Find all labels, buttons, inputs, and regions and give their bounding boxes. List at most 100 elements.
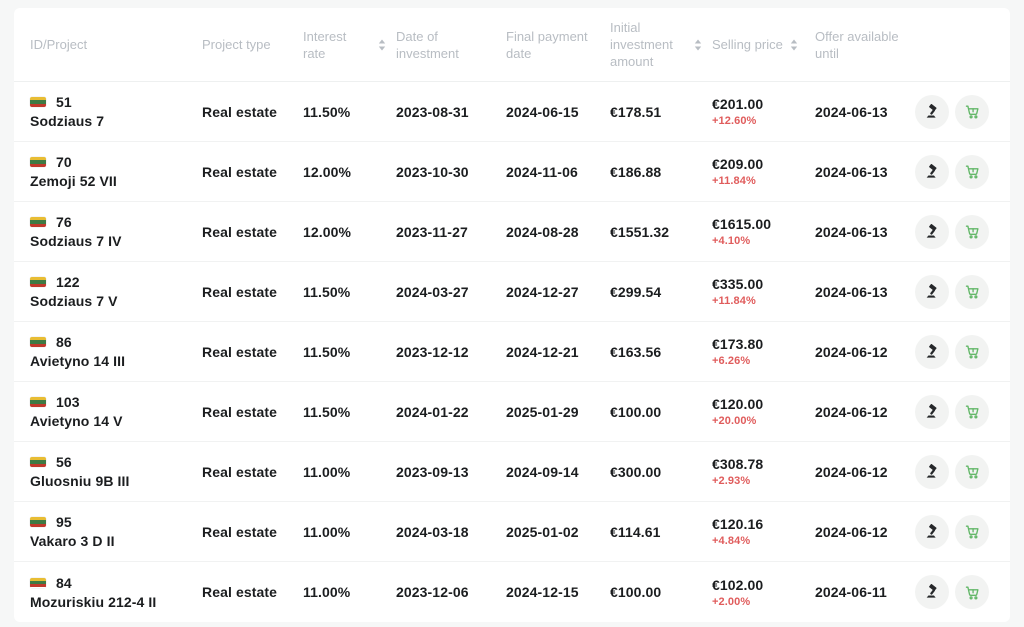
buy-cart-button[interactable] — [955, 154, 989, 189]
selling-price-cell: €308.78 +2.93% — [712, 456, 815, 487]
table-row[interactable]: 70 Zemoji 52 VII Real estate 12.00% 2023… — [14, 142, 1010, 202]
auction-gavel-button[interactable] — [915, 575, 949, 609]
initial-investment-amount: €1551.32 — [610, 223, 670, 240]
project-id: 103 — [56, 394, 80, 410]
buy-cart-button[interactable] — [955, 214, 989, 249]
interest-rate: 12.00% — [303, 163, 352, 180]
project-type: Real estate — [202, 584, 278, 600]
buy-cart-button[interactable] — [955, 514, 989, 549]
table-row[interactable]: 56 Gluosniu 9B III Real estate 11.00% 20… — [14, 442, 1010, 502]
row-actions — [915, 154, 994, 189]
buy-cart-button[interactable] — [955, 394, 989, 429]
row-actions — [915, 575, 994, 609]
auction-gavel-button[interactable] — [915, 514, 949, 549]
column-header-label: Initial investment amount — [610, 20, 673, 69]
offer-available-until: 2024-06-12 — [815, 463, 888, 480]
lithuania-flag-icon — [30, 517, 46, 527]
project-cell: 56 Gluosniu 9B III — [30, 454, 202, 489]
price-change-percent: +11.84% — [712, 175, 756, 187]
offer-available-until: 2024-06-13 — [815, 103, 888, 120]
date-of-investment: 2023-12-06 — [396, 584, 469, 600]
sort-arrows-icon[interactable] — [694, 39, 702, 51]
shopping-cart-icon — [965, 405, 979, 419]
selling-price: €120.00 — [712, 396, 764, 412]
lithuania-flag-icon — [30, 277, 46, 287]
project-cell: 76 Sodziaus 7 IV — [30, 214, 202, 249]
date-of-investment: 2024-03-18 — [396, 523, 469, 540]
project-name: Vakaro 3 D II — [30, 533, 115, 549]
gavel-icon — [926, 523, 937, 538]
initial-investment-amount: €186.88 — [610, 163, 662, 180]
auction-gavel-button[interactable] — [915, 154, 949, 189]
shopping-cart-icon — [965, 345, 979, 359]
offer-available-until: 2024-06-13 — [815, 163, 888, 180]
lithuania-flag-icon — [30, 337, 46, 347]
project-type: Real estate — [202, 343, 278, 360]
column-header-label: Final payment date — [506, 28, 588, 61]
buy-cart-button[interactable] — [955, 274, 989, 309]
price-change-percent: +11.84% — [712, 295, 756, 307]
auction-gavel-button[interactable] — [915, 454, 949, 489]
initial-investment-amount: €178.51 — [610, 103, 662, 120]
column-header-label: ID/Project — [30, 37, 88, 52]
auction-gavel-button[interactable] — [915, 394, 949, 429]
column-header-offer-available-until: Offer available until — [815, 28, 915, 62]
table-row[interactable]: 86 Avietyno 14 III Real estate 11.50% 20… — [14, 322, 1010, 382]
table-row[interactable]: 95 Vakaro 3 D II Real estate 11.00% 2024… — [14, 502, 1010, 562]
final-payment-date: 2024-12-21 — [506, 343, 579, 360]
final-payment-date: 2024-11-06 — [506, 163, 578, 180]
project-type: Real estate — [202, 163, 278, 180]
offer-available-until: 2024-06-13 — [815, 283, 888, 300]
gavel-icon — [926, 103, 937, 118]
column-header-interest-rate[interactable]: Interest rate — [303, 28, 396, 62]
price-change-percent: +6.26% — [712, 355, 751, 367]
buy-cart-button[interactable] — [955, 94, 989, 129]
auction-gavel-button[interactable] — [915, 94, 949, 129]
selling-price-cell: €1615.00 +4.10% — [712, 216, 815, 247]
buy-cart-button[interactable] — [955, 575, 989, 609]
project-type: Real estate — [202, 283, 278, 300]
interest-rate: 11.00% — [303, 523, 351, 540]
auction-gavel-button[interactable] — [915, 274, 949, 309]
price-change-percent: +4.84% — [712, 535, 751, 547]
project-cell: 86 Avietyno 14 III — [30, 334, 202, 369]
column-header-selling-price[interactable]: Selling price — [712, 36, 815, 53]
interest-rate: 11.00% — [303, 463, 351, 480]
shopping-cart-icon — [965, 285, 979, 299]
selling-price: €120.16 — [712, 516, 764, 532]
auction-gavel-button[interactable] — [915, 334, 949, 369]
project-type: Real estate — [202, 223, 278, 240]
project-cell: 95 Vakaro 3 D II — [30, 514, 202, 549]
table-row[interactable]: 76 Sodziaus 7 IV Real estate 12.00% 2023… — [14, 202, 1010, 262]
price-change-percent: +4.10% — [712, 235, 751, 247]
final-payment-date: 2024-06-15 — [506, 103, 579, 120]
selling-price-cell: €102.00 +2.00% — [712, 577, 815, 608]
initial-investment-amount: €163.56 — [610, 343, 662, 360]
sort-arrows-icon[interactable] — [790, 39, 798, 51]
lithuania-flag-icon — [30, 217, 46, 227]
table-row[interactable]: 51 Sodziaus 7 Real estate 11.50% 2023-08… — [14, 82, 1010, 142]
offer-available-until: 2024-06-12 — [815, 403, 888, 420]
sort-arrows-icon[interactable] — [378, 39, 386, 51]
date-of-investment: 2023-11-27 — [396, 223, 468, 240]
column-header-id-project: ID/Project — [30, 36, 202, 53]
selling-price: €102.00 — [712, 576, 764, 593]
auction-gavel-button[interactable] — [915, 214, 949, 249]
table-row[interactable]: 122 Sodziaus 7 V Real estate 11.50% 2024… — [14, 262, 1010, 322]
selling-price-cell: €120.00 +20.00% — [712, 396, 815, 427]
project-id: 95 — [56, 514, 72, 530]
column-header-initial-investment-amount[interactable]: Initial investment amount — [610, 19, 712, 70]
offer-available-until: 2024-06-13 — [815, 223, 888, 240]
shopping-cart-icon — [965, 225, 979, 239]
column-header-label: Selling price — [712, 37, 783, 52]
date-of-investment: 2024-01-22 — [396, 403, 469, 420]
buy-cart-button[interactable] — [955, 454, 989, 489]
final-payment-date: 2025-01-02 — [506, 523, 579, 540]
buy-cart-button[interactable] — [955, 334, 989, 369]
table-row[interactable]: 103 Avietyno 14 V Real estate 11.50% 202… — [14, 382, 1010, 442]
table-row[interactable]: 84 Mozuriskiu 212-4 II Real estate 11.00… — [14, 562, 1010, 622]
price-change-percent: +12.60% — [712, 115, 757, 127]
project-type: Real estate — [202, 103, 278, 120]
column-header-date-of-investment: Date of investment — [396, 28, 506, 62]
selling-price: €209.00 — [712, 156, 764, 172]
